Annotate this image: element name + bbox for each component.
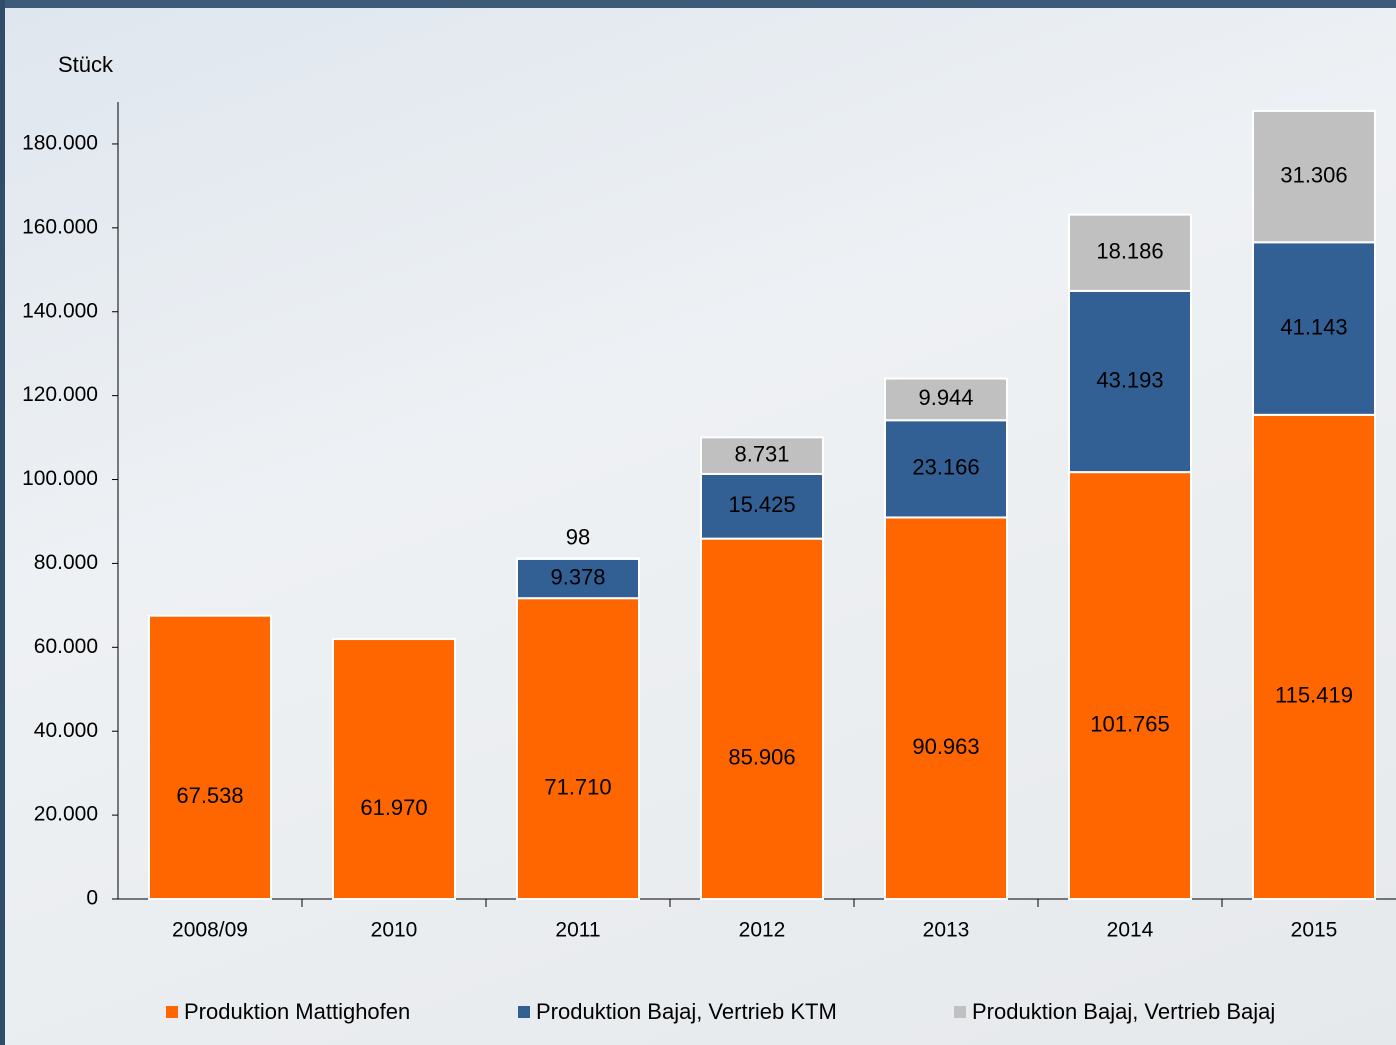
value-label: 115.419 [1275,683,1353,708]
left-strip [0,0,5,1045]
x-tick-label: 2011 [555,919,600,942]
chart: Stück 0 20.000 40.000 60.000 80.000 100.000 12… [0,0,1396,1045]
value-label: 43.193 [1096,367,1163,392]
value-label: 23.166 [912,455,979,480]
value-label: 9.944 [918,385,973,410]
value-label: 41.143 [1280,314,1347,339]
x-tick-label: 2014 [1107,919,1154,942]
y-axis-label: Stück [58,52,114,77]
bar-segment [885,517,1007,899]
value-label: 18.186 [1096,239,1163,264]
legend-swatch [518,1006,530,1018]
value-label: 61.970 [360,795,427,820]
x-tick-label: 2012 [739,919,786,942]
y-tick-label: 160.000 [22,215,98,238]
bar-segment [701,539,823,899]
x-tick-label: 2015 [1291,919,1338,942]
x-tick-label: 2010 [371,919,418,942]
value-label: 85.906 [728,745,795,770]
legend-swatch [954,1006,966,1018]
value-label: 8.731 [734,441,789,466]
y-tick-label: 0 [86,887,98,910]
y-tick-label: 100.000 [22,467,98,490]
value-label: 31.306 [1280,162,1347,187]
x-tick-label: 2008/09 [172,919,248,942]
value-label: 67.538 [176,783,243,808]
y-tick-label: 40.000 [34,719,98,742]
legend-swatch [166,1006,178,1018]
value-label: 90.963 [912,734,979,759]
legend-label: Produktion Bajaj, Vertrieb Bajaj [972,999,1275,1024]
y-tick-label: 80.000 [34,551,98,574]
bar-segment [1253,415,1375,899]
y-tick-label: 20.000 [34,803,98,826]
bar-segment [1069,472,1191,899]
bar-segment [149,616,271,899]
top-strip [0,0,1396,8]
y-tick-label: 180.000 [22,131,98,154]
y-tick-label: 60.000 [34,635,98,658]
value-label: 15.425 [728,492,795,517]
legend-label: Produktion Bajaj, Vertrieb KTM [536,999,837,1024]
y-tick-label: 140.000 [22,299,98,322]
value-label: 71.710 [544,774,611,799]
bar-segment [517,598,639,899]
y-tick-label: 120.000 [22,383,98,406]
x-tick-label: 2013 [923,919,970,942]
bar-segment [333,639,455,899]
value-label: 98 [566,524,590,549]
value-label: 9.378 [550,564,605,589]
value-label: 101.765 [1090,711,1170,736]
legend-label: Produktion Mattighofen [184,999,410,1024]
